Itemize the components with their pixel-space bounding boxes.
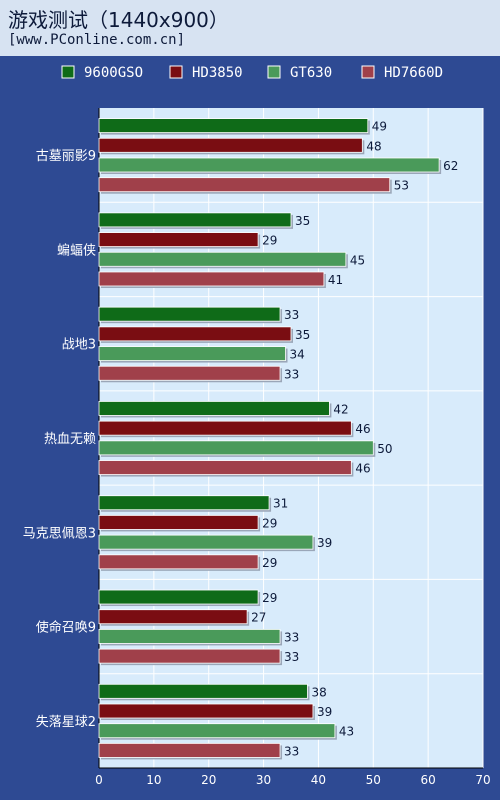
bar-HD7660D-1 bbox=[98, 271, 325, 287]
data-label-9600GSO-2: 33 bbox=[284, 308, 299, 322]
data-label-9600GSO-3: 42 bbox=[333, 402, 348, 416]
category-label-5: 使命召唤9 bbox=[36, 620, 96, 636]
data-label-HD7660D-4: 29 bbox=[262, 556, 277, 570]
data-label-GT630-1: 45 bbox=[350, 253, 365, 267]
bar-HD3850-3 bbox=[98, 420, 352, 436]
bar-9600GSO-5 bbox=[98, 589, 259, 605]
data-label-HD7660D-5: 33 bbox=[284, 650, 299, 664]
bar-9600GSO-4 bbox=[98, 495, 270, 511]
bar-9600GSO-2 bbox=[98, 306, 281, 322]
data-label-GT630-2: 34 bbox=[290, 348, 305, 362]
bar-HD7660D-0 bbox=[98, 177, 391, 193]
bar-HD7660D-3 bbox=[98, 460, 352, 475]
bar-HD7660D-5 bbox=[98, 648, 281, 664]
data-label-9600GSO-5: 29 bbox=[262, 591, 277, 605]
header: 游戏测试（1440x900） [www.PConline.com.cn] bbox=[0, 0, 500, 56]
bar-HD7660D-6 bbox=[98, 743, 281, 758]
data-label-GT630-4: 39 bbox=[317, 536, 332, 550]
bar-9600GSO-0 bbox=[98, 118, 369, 133]
category-label-0: 古墓丽影9 bbox=[36, 149, 96, 164]
data-label-HD7660D-3: 46 bbox=[355, 462, 370, 476]
data-label-HD3850-3: 46 bbox=[355, 422, 370, 436]
data-label-GT630-0: 62 bbox=[443, 159, 458, 173]
data-label-9600GSO-6: 38 bbox=[311, 685, 326, 699]
x-tick-label-20: 20 bbox=[201, 773, 216, 787]
bar-9600GSO-6 bbox=[98, 683, 308, 699]
legend-swatch-9600GSO bbox=[61, 65, 75, 79]
data-label-9600GSO-1: 35 bbox=[295, 214, 310, 228]
plot-area bbox=[99, 108, 483, 768]
legend-swatch-HD3850 bbox=[169, 65, 183, 79]
bar-GT630-0 bbox=[98, 157, 440, 173]
bar-9600GSO-1 bbox=[98, 212, 292, 228]
bar-HD3850-2 bbox=[98, 326, 292, 342]
bar-HD7660D-2 bbox=[98, 365, 281, 381]
category-label-6: 失落星球2 bbox=[36, 715, 96, 730]
x-tick-label-10: 10 bbox=[146, 773, 161, 787]
data-label-HD7660D-6: 33 bbox=[284, 744, 299, 758]
x-tick-label-50: 50 bbox=[366, 773, 381, 787]
category-label-3: 热血无赖 bbox=[44, 432, 96, 447]
category-label-1: 蝙蝠侠 bbox=[57, 242, 96, 258]
data-label-HD3850-5: 27 bbox=[251, 611, 266, 625]
bar-HD3850-1 bbox=[98, 232, 259, 247]
bar-HD3850-0 bbox=[98, 137, 363, 153]
data-label-HD3850-6: 39 bbox=[317, 705, 332, 719]
chart-source: [www.PConline.com.cn] bbox=[8, 32, 186, 48]
legend-swatch-HD7660D bbox=[361, 65, 375, 79]
bar-9600GSO-3 bbox=[98, 401, 330, 416]
data-label-9600GSO-0: 49 bbox=[372, 120, 387, 134]
x-tick-label-40: 40 bbox=[311, 773, 326, 787]
bar-HD3850-6 bbox=[98, 703, 314, 719]
category-label-4: 马克思佩恩3 bbox=[23, 526, 96, 541]
data-label-HD7660D-1: 41 bbox=[328, 273, 343, 287]
bar-GT630-3 bbox=[98, 440, 374, 456]
data-label-HD7660D-2: 33 bbox=[284, 367, 299, 381]
data-label-HD3850-1: 29 bbox=[262, 234, 277, 248]
legend-label-GT630: GT630 bbox=[290, 65, 332, 81]
bar-GT630-5 bbox=[98, 629, 281, 644]
data-label-9600GSO-4: 31 bbox=[273, 497, 288, 511]
legend-label-HD7660D: HD7660D bbox=[384, 65, 443, 81]
bar-HD7660D-4 bbox=[98, 554, 259, 570]
data-label-HD3850-2: 35 bbox=[295, 328, 310, 342]
x-tick-label-30: 30 bbox=[256, 773, 271, 787]
bar-GT630-2 bbox=[98, 346, 286, 361]
bar-GT630-1 bbox=[98, 251, 347, 267]
bar-GT630-4 bbox=[98, 534, 314, 550]
bar-HD3850-5 bbox=[98, 609, 248, 625]
legend-label-HD3850: HD3850 bbox=[192, 65, 243, 81]
category-label-2: 战地3 bbox=[62, 338, 96, 353]
bar-HD3850-4 bbox=[98, 515, 259, 530]
data-label-GT630-3: 50 bbox=[377, 442, 392, 456]
data-label-HD3850-0: 48 bbox=[366, 139, 381, 153]
x-tick-label-70: 70 bbox=[475, 773, 490, 787]
data-label-GT630-5: 33 bbox=[284, 630, 299, 644]
data-label-HD3850-4: 29 bbox=[262, 516, 277, 530]
data-label-HD7660D-0: 53 bbox=[394, 179, 409, 193]
chart-title: 游戏测试（1440x900） bbox=[8, 8, 229, 32]
data-label-GT630-6: 43 bbox=[339, 725, 354, 739]
x-tick-label-0: 0 bbox=[95, 773, 103, 787]
legend-swatch-GT630 bbox=[267, 65, 281, 79]
x-tick-label-60: 60 bbox=[421, 773, 436, 787]
legend-label-9600GSO: 9600GSO bbox=[84, 65, 143, 81]
bar-GT630-6 bbox=[98, 723, 336, 739]
